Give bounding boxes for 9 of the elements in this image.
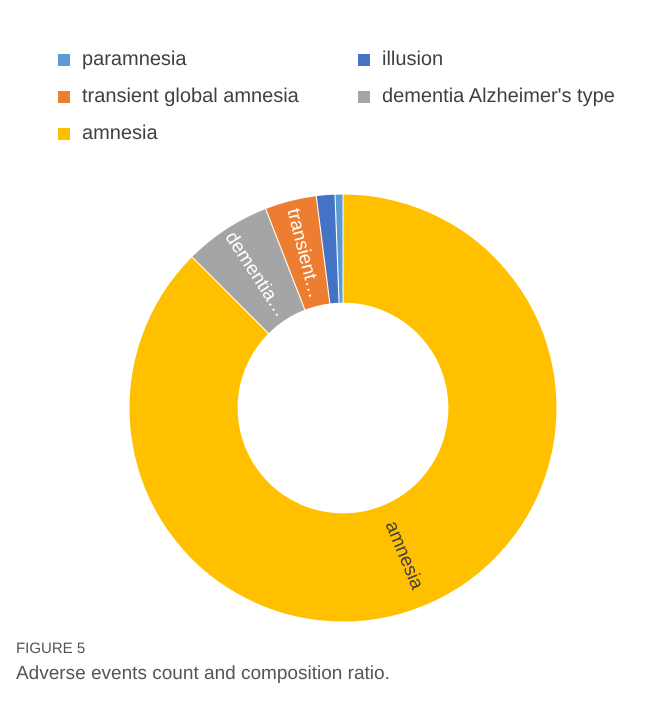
legend-label: dementia Alzheimer's type (382, 85, 615, 108)
legend-label: paramnesia (82, 48, 187, 71)
text: FIGURE 5 (16, 640, 86, 657)
data-label: transient… (282, 206, 326, 301)
donut-slice (128, 194, 558, 622)
legend-label: illusion (382, 48, 444, 71)
legend-label: amnesia (82, 122, 158, 145)
legend-label: transient global amnesia (82, 85, 299, 108)
text: Adverse events count and composition ratio. (16, 663, 390, 685)
